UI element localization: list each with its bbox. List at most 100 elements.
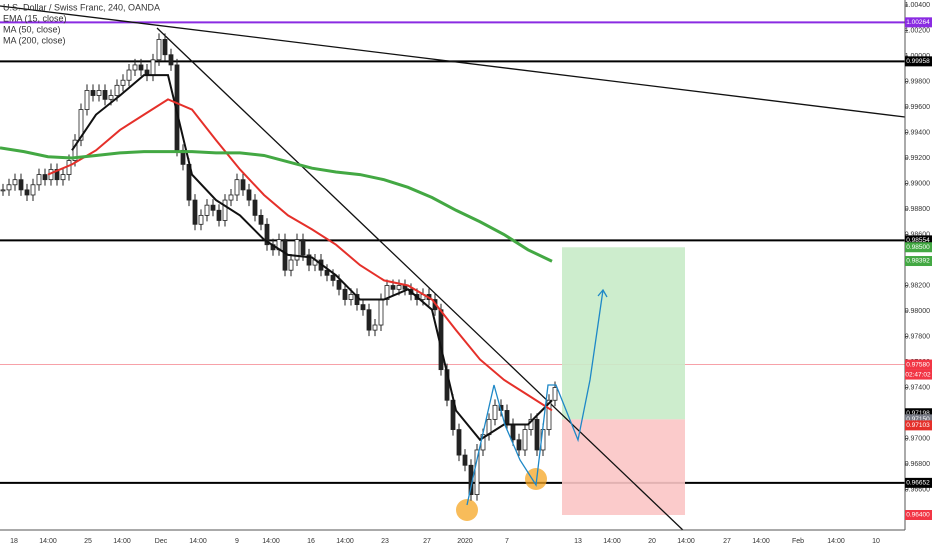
y-tick-label: 0.99200 [905,155,930,162]
candle [204,204,210,216]
candle [474,449,480,496]
price-label: 1.00264 [906,19,930,26]
y-tick-label: 0.96800 [905,461,930,468]
x-tick-label: 14:00 [336,538,354,545]
legend-entry: EMA (15, close) [3,13,67,23]
ma-line [47,98,553,412]
candle [114,84,120,96]
candle [222,199,228,221]
candle [516,439,522,451]
x-tick-label: 13 [574,538,582,545]
ma-line [0,146,553,263]
axis-labels: 1.00400 1.00200 1.00000 0.99800 0.99600 0.994… [10,2,932,545]
price-label: 0.97580 [906,361,930,368]
target-zone [562,247,685,420]
candle [168,54,174,66]
x-tick-label: 14:00 [262,538,280,545]
candle [84,90,90,110]
candle [252,199,258,216]
highlight-circle [525,468,547,490]
y-tick-label: 1.00400 [905,2,930,9]
candle [162,39,168,56]
price-label: 0.97103 [906,422,930,429]
x-tick-label: 14:00 [752,538,770,545]
price-label-box [905,359,932,370]
x-tick-label: 14:00 [677,538,695,545]
candle [336,279,342,290]
candle [102,90,108,100]
candle [234,179,240,196]
projection-path [466,289,604,506]
x-tick-label: 14:00 [113,538,131,545]
price-label-box [905,242,932,253]
candle [6,184,12,191]
x-tick-label: 14:00 [39,538,57,545]
candle [90,90,96,96]
price-label: 0.97198 [906,410,930,417]
trend-line [156,27,687,534]
candle [522,429,528,451]
y-tick-label: 0.99600 [905,104,930,111]
price-label-box [905,477,932,488]
candle [258,214,264,225]
candle [300,239,306,256]
candle [12,179,18,186]
countdown: 02:47:02 [905,371,931,378]
candle [198,214,204,225]
y-tick-label: 1.00000 [905,53,930,60]
x-tick-label: 16 [307,538,315,545]
y-tick-label: 0.98800 [905,206,930,213]
chart-title: U.S. Dollar / Swiss Franc, 240, OANDA [3,2,160,12]
y-tick-label: 0.98000 [905,308,930,315]
candle [330,274,336,281]
price-label: 0.99958 [906,58,930,65]
y-tick-label: 0.97400 [905,384,930,391]
price-label-box [905,510,932,520]
candle [390,285,396,290]
candle [30,184,36,196]
trend-line [0,5,906,118]
candle [0,189,6,192]
x-tick-label: 25 [84,538,92,545]
y-tick-label: 0.99000 [905,180,930,187]
arrow-head [597,288,608,298]
candle [78,109,84,141]
candle [108,95,114,100]
price-label-box [905,56,932,67]
candle [264,223,270,246]
price-label: 0.96400 [906,512,930,519]
candle [54,169,60,181]
candle [462,454,468,466]
candle [150,59,156,76]
candle [60,174,66,181]
candle [348,294,354,300]
price-axis [905,0,932,550]
candle [228,194,234,201]
x-tick-label: 14:00 [603,538,621,545]
candle [246,189,252,201]
x-tick-label: 18 [10,538,18,545]
candle [120,79,126,86]
x-tick-label: 14:00 [189,538,207,545]
y-tick-label: 0.97000 [905,435,930,442]
candle [504,410,510,425]
price-label-box [905,414,932,425]
x-tick-label: 14:00 [827,538,845,545]
candle [210,204,216,211]
price-label: 0.98500 [906,244,930,251]
ma-line [71,74,553,442]
candle [360,304,366,311]
candle [306,254,312,266]
price-label: 0.97150 [906,416,930,423]
countdown-box [905,369,932,380]
candle [42,174,48,181]
candle [510,424,516,441]
candle [372,324,378,331]
y-tick-label: 1.00200 [905,27,930,34]
candle [192,199,198,225]
candle [138,64,144,71]
candle [18,179,24,191]
price-label-box [905,17,932,28]
